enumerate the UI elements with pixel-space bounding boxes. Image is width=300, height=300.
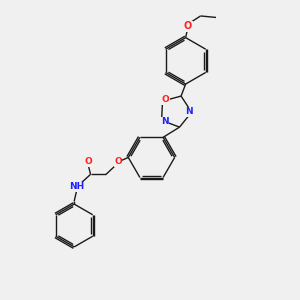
Text: N: N <box>185 107 192 116</box>
Text: N: N <box>161 117 168 126</box>
Text: O: O <box>114 158 122 166</box>
Text: O: O <box>162 95 170 104</box>
Text: O: O <box>184 21 192 32</box>
Text: NH: NH <box>70 182 85 191</box>
Text: O: O <box>84 158 92 166</box>
